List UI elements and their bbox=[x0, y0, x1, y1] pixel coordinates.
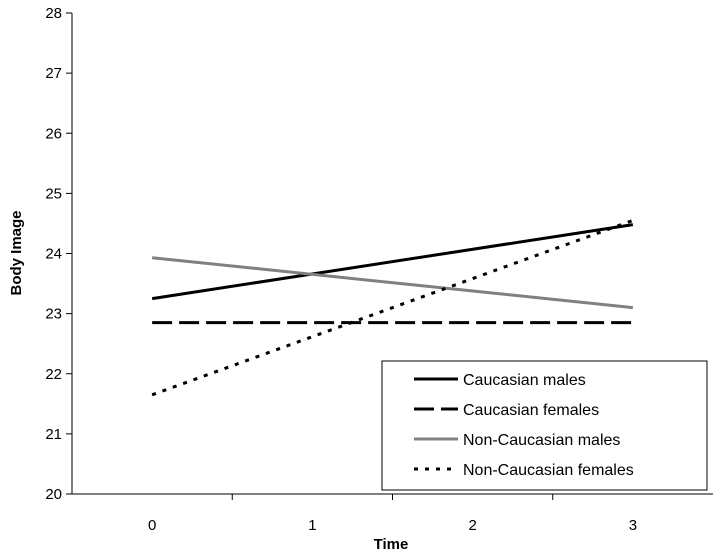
x-ticks: 0 1 2 3 bbox=[148, 494, 637, 534]
x-axis-title: Time bbox=[374, 536, 409, 553]
plot-lines bbox=[151, 219, 634, 397]
x-tick-label: 1 bbox=[308, 517, 316, 534]
x-tick-label: 0 bbox=[148, 517, 156, 534]
y-tick-label: 26 bbox=[45, 125, 62, 142]
y-axis-title: Body Image bbox=[8, 210, 25, 295]
legend: Caucasian males Caucasian females Non-Cauc… bbox=[381, 360, 708, 491]
y-ticks: 20 21 22 23 24 25 26 27 28 bbox=[45, 5, 72, 503]
y-tick-label: 21 bbox=[45, 426, 62, 443]
y-tick-label: 25 bbox=[45, 185, 62, 202]
y-tick-label: 27 bbox=[45, 65, 62, 82]
y-tick-label: 24 bbox=[45, 246, 62, 263]
legend-label: Non-Caucasian females bbox=[463, 462, 634, 479]
legend-label: Caucasian females bbox=[463, 402, 599, 419]
series-line bbox=[151, 223, 634, 301]
series-line bbox=[151, 219, 634, 397]
series-line bbox=[151, 256, 634, 310]
x-tick-label: 2 bbox=[468, 517, 476, 534]
y-tick-label: 23 bbox=[45, 306, 62, 323]
legend-label: Non-Caucasian males bbox=[463, 432, 620, 449]
x-tick-label: 3 bbox=[629, 517, 637, 534]
legend-label: Caucasian males bbox=[463, 372, 586, 389]
y-tick-label: 20 bbox=[45, 486, 62, 503]
y-tick-label: 22 bbox=[45, 366, 62, 383]
y-tick-label: 28 bbox=[45, 5, 62, 22]
